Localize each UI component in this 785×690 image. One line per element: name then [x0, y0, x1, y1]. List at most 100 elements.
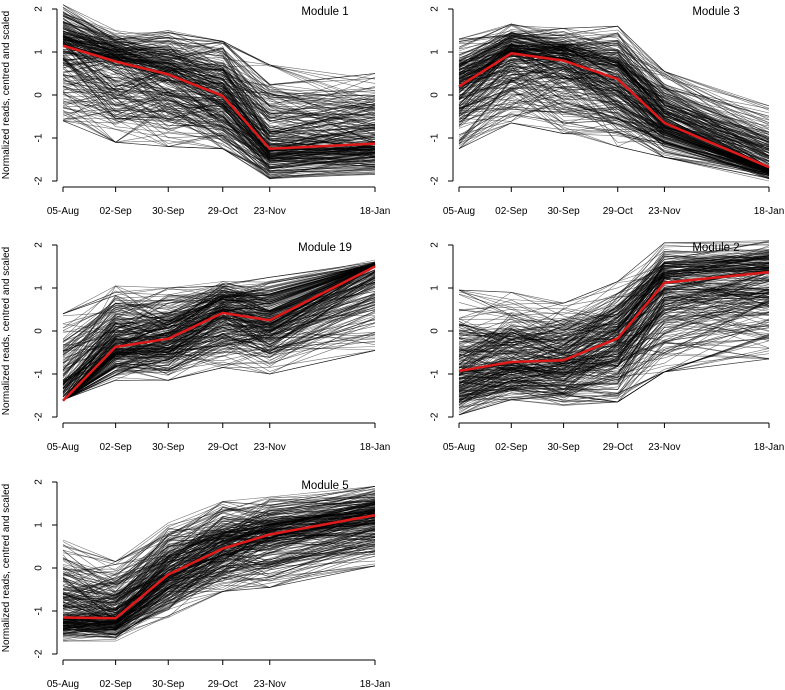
x-tick-label: 02-Sep [100, 679, 133, 690]
gene-profile-line [62, 4, 376, 86]
y-tick-label: -2 [34, 649, 45, 658]
y-axis: -2 -1 0 1 2 [34, 6, 58, 185]
gene-profile-line [62, 44, 376, 160]
gene-profile-line [458, 267, 770, 371]
gene-profile-line [458, 34, 770, 123]
y-tick-label: 1 [430, 49, 441, 55]
gene-profile-line [458, 276, 770, 408]
gene-profile-line [62, 503, 376, 606]
gene-profile-line [62, 547, 376, 633]
panel-4: 05-Aug 02-Sep 30-Sep 29-Oct 23-Nov 18-Jan -2 -1… [430, 240, 784, 453]
gene-profile-line [458, 40, 770, 133]
gene-profile-line [458, 44, 770, 139]
gene-profile-line [458, 268, 770, 365]
gene-profile-line [62, 58, 376, 176]
gene-profile-line [62, 551, 376, 635]
gene-profiles [458, 23, 770, 182]
gene-profile-line [62, 304, 376, 401]
gene-profile-line [62, 28, 376, 130]
gene-profile-line [458, 350, 770, 403]
x-tick-label: 23-Nov [648, 442, 680, 453]
gene-profile-line [458, 244, 770, 332]
gene-profile-line [62, 513, 376, 629]
gene-profile-line [458, 255, 770, 347]
gene-profile-line [458, 321, 770, 407]
gene-profiles [62, 4, 376, 180]
gene-profile-line [62, 31, 376, 120]
gene-profile-line [458, 263, 770, 343]
gene-profile-line [62, 264, 376, 386]
x-axis: 05-Aug 02-Sep 30-Sep 29-Oct 23-Nov 18-Jan [443, 422, 784, 453]
gene-profile-line [62, 15, 376, 97]
x-tick-label: 23-Nov [254, 679, 286, 690]
gene-profile-line [62, 263, 376, 316]
gene-profile-line [62, 43, 376, 156]
gene-profile-line [458, 342, 770, 416]
gene-profiles [458, 240, 770, 416]
gene-profile-line [62, 504, 376, 604]
panel-title: Module 2 [692, 242, 739, 254]
gene-profile-line [458, 294, 770, 395]
gene-profile-line [62, 22, 376, 93]
gene-profile-line [62, 263, 376, 351]
gene-profile-line [458, 252, 770, 353]
y-tick-label: -1 [34, 369, 45, 378]
x-tick-label: 30-Sep [547, 442, 580, 453]
y-tick-label: -2 [430, 176, 441, 185]
x-tick-label: 02-Sep [100, 442, 133, 453]
y-tick-label: 1 [34, 49, 45, 55]
gene-profile-line [62, 264, 376, 317]
gene-profile-line [62, 263, 376, 364]
gene-profile-line [62, 109, 376, 174]
gene-profile-line [458, 52, 770, 168]
gene-profile-line [62, 522, 376, 613]
gene-profile-line [62, 503, 376, 595]
gene-profile-line [458, 303, 770, 399]
panel-5: 05-Aug 02-Sep 30-Sep 29-Oct 23-Nov 18-Jan -2 -1… [1, 479, 390, 690]
gene-profile-line [62, 38, 376, 167]
gene-profile-line [62, 318, 376, 401]
x-tick-label: 18-Jan [360, 206, 391, 217]
gene-profile-line [458, 25, 770, 117]
x-tick-label: 29-Oct [603, 206, 633, 217]
gene-profile-line [62, 275, 376, 401]
gene-profile-line [62, 259, 376, 315]
gene-profile-line [62, 532, 376, 638]
x-tick-label: 29-Oct [208, 206, 238, 217]
gene-profile-line [458, 122, 770, 179]
gene-profile-line [62, 110, 376, 172]
x-tick-label: 30-Sep [547, 206, 580, 217]
gene-profile-line [62, 265, 376, 334]
y-tick-label: 1 [34, 285, 45, 291]
gene-profile-line [458, 358, 770, 408]
y-axis: -2 -1 0 1 2 [34, 479, 58, 658]
gene-profile-line [458, 267, 770, 361]
gene-profile-line [62, 504, 376, 611]
x-tick-label: 30-Sep [152, 206, 185, 217]
panel-1: 05-Aug 02-Sep 30-Sep 29-Oct 23-Nov 18-Jan -2 -1… [1, 4, 391, 217]
y-tick-label: -1 [430, 369, 441, 378]
gene-profile-line [62, 52, 376, 143]
panel-3: 05-Aug 02-Sep 30-Sep 29-Oct 23-Nov 18-Jan -2 -1… [1, 242, 390, 453]
y-tick-label: 2 [430, 242, 441, 248]
x-tick-label: 05-Aug [47, 206, 79, 217]
gene-profile-line [62, 79, 376, 164]
gene-profile-line [62, 499, 376, 611]
gene-profile-line [458, 251, 770, 318]
gene-profile-line [62, 322, 376, 401]
gene-profile-line [62, 512, 376, 619]
gene-profile-line [458, 264, 770, 344]
gene-profile-line [62, 544, 376, 628]
y-tick-label: -1 [34, 133, 45, 142]
gene-profile-line [62, 509, 376, 606]
mean-profile-line [62, 44, 376, 151]
gene-profile-line [62, 261, 376, 356]
gene-profiles [62, 486, 376, 642]
gene-profile-line [458, 249, 770, 344]
gene-profile-line [62, 340, 376, 401]
gene-profile-line [458, 299, 770, 393]
gene-profile-line [62, 263, 376, 346]
gene-profile-line [458, 93, 770, 174]
gene-profile-line [62, 263, 376, 334]
